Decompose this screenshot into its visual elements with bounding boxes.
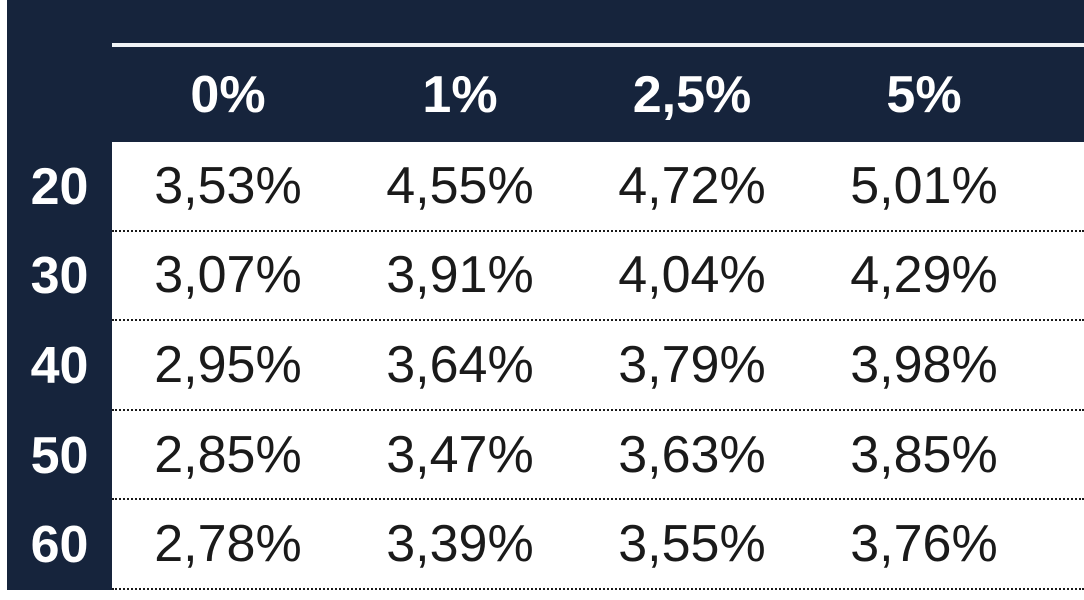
table-cell: 3,64% — [386, 335, 534, 394]
row-filler — [1040, 232, 1084, 320]
table-cell: 2,85% — [154, 425, 302, 484]
table-cell: 3,55% — [618, 515, 766, 574]
row-label-30: 30 — [30, 247, 89, 306]
row-label-60: 60 — [30, 516, 89, 575]
column-header-2-5pct: 2,5% — [632, 65, 752, 124]
table-cell: 4,29% — [850, 246, 998, 305]
row-filler — [1040, 321, 1084, 409]
row-filler — [1040, 500, 1084, 588]
row-filler — [1040, 142, 1084, 230]
table-row-30: 3,07% 3,91% 4,04% 4,29% — [112, 232, 1084, 322]
table-cell: 3,76% — [850, 515, 998, 574]
table-cell: 3,07% — [154, 246, 302, 305]
row-filler — [1040, 411, 1084, 499]
table-cell: 3,79% — [618, 335, 766, 394]
table-cell: 4,55% — [386, 156, 534, 215]
row-label-50: 50 — [30, 426, 89, 485]
table-row-40: 2,95% 3,64% 3,79% 3,98% — [112, 321, 1084, 411]
table-row-20: 3,53% 4,55% 4,72% 5,01% — [112, 142, 1084, 232]
column-header-0pct: 0% — [190, 65, 266, 124]
header-top-rule — [112, 43, 1084, 47]
table-cell: 2,95% — [154, 335, 302, 394]
table-cell: 2,78% — [154, 515, 302, 574]
table-cell: 3,91% — [386, 246, 534, 305]
table-row-50: 2,85% 3,47% 3,63% 3,85% — [112, 411, 1084, 501]
table-cell: 4,72% — [618, 156, 766, 215]
table-cell: 3,85% — [850, 425, 998, 484]
table-cell: 3,63% — [618, 425, 766, 484]
table-cell: 3,98% — [850, 335, 998, 394]
header-filler — [1040, 47, 1084, 142]
table-cell: 4,04% — [618, 246, 766, 305]
row-label-column: 20 30 40 50 60 — [7, 142, 112, 590]
row-label-40: 40 — [30, 336, 89, 395]
table-cell: 3,47% — [386, 425, 534, 484]
table-cell: 5,01% — [850, 156, 998, 215]
table-cell: 3,53% — [154, 156, 302, 215]
table-cell: 3,39% — [386, 515, 534, 574]
header-row: 0% 1% 2,5% 5% — [112, 47, 1084, 142]
row-label-20: 20 — [30, 157, 89, 216]
column-header-1pct: 1% — [422, 65, 498, 124]
table-body: 3,53% 4,55% 4,72% 5,01% 3,07% 3,91% 4,04… — [112, 142, 1084, 590]
table-header-band: 0% 1% 2,5% 5% — [7, 0, 1084, 142]
table-row-60: 2,78% 3,39% 3,55% 3,76% — [112, 500, 1084, 590]
column-header-5pct: 5% — [886, 65, 962, 124]
